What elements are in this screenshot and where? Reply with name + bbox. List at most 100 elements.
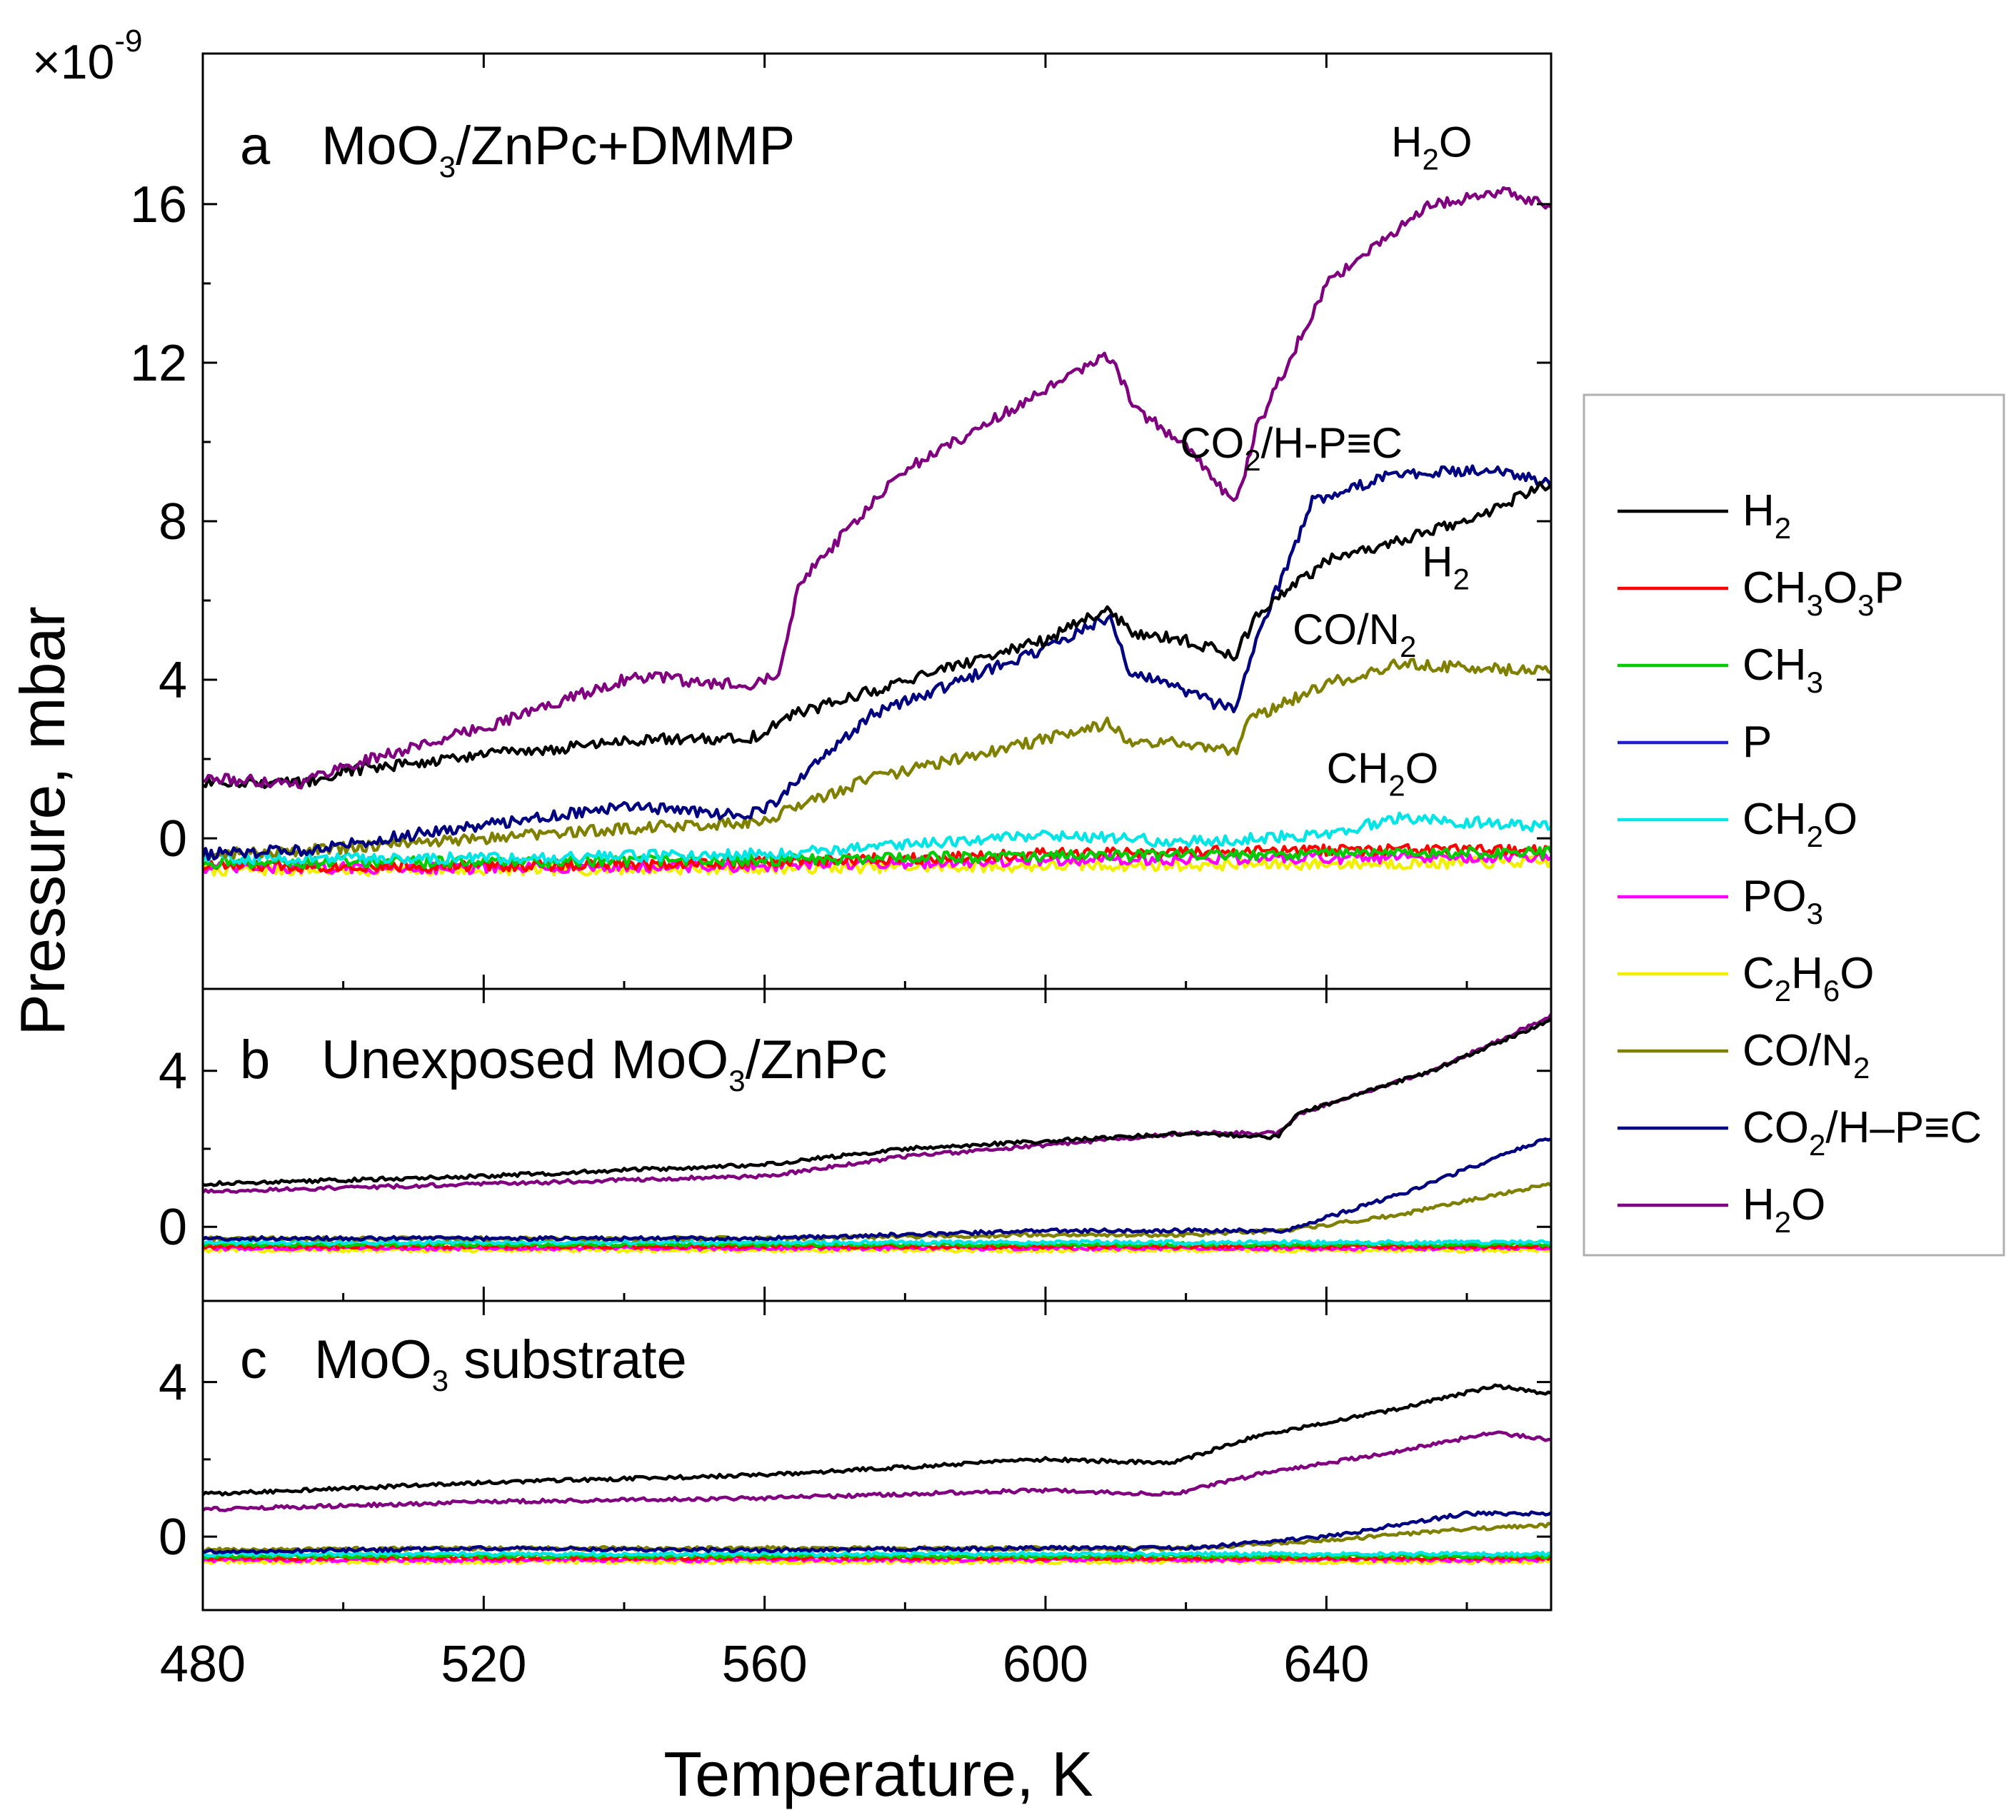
series-annotation: H2 [1422,538,1470,596]
legend-label-part: CO/N [1742,1026,1853,1075]
legend-label-part: 2 [1809,1128,1825,1162]
series-annotation-part: CO/N [1293,605,1400,653]
panel-a-series [203,186,1551,878]
legend-label-part: CO [1742,1103,1809,1152]
series-co2-h-p-c [203,1137,1551,1242]
series-ch3o3p [203,843,1551,873]
multiplier-base: ×10 [32,35,114,89]
series-annotation-part: 2 [1422,142,1438,176]
x-tick-label: 560 [722,1636,808,1693]
legend-label: H2O [1742,1180,1825,1239]
panel-b-letter: b [240,1030,270,1090]
panel-b-series [203,1013,1551,1254]
x-tick-label: 640 [1283,1636,1369,1693]
panel-a-title-part: MoO [321,116,439,176]
y-tick-label: 0 [159,1509,187,1566]
series-h2o [203,1430,1551,1512]
series-annotation-part: 2 [1388,768,1405,802]
legend-label-part: 3 [1857,588,1874,622]
series-h2 [203,481,1551,790]
legend-label-part: C [1742,949,1775,998]
series-co2-h-p-c [203,1510,1551,1555]
x-tick-label: 600 [1003,1636,1088,1693]
series-annotation: H2O [1391,118,1472,176]
series-annotation: CO2/H-P≡C [1180,419,1403,477]
legend-label-part: CH [1742,640,1807,690]
series-annotation-part: O [1439,118,1473,166]
legend-label-part: 2 [1807,820,1823,853]
series-h2o [203,186,1551,790]
panel-c-frame [201,1299,1553,1612]
series-annotation-part: H [1422,538,1453,586]
panel-a-title-part: 3 [439,150,456,183]
legend-label-part: O [1791,1180,1825,1230]
legend-label: CH2O [1742,795,1857,853]
legend-label-part: H [1742,486,1775,536]
y-tick-label: 8 [159,493,187,550]
legend-label: CH3 [1742,640,1823,699]
legend-label-part: 2 [1853,1051,1870,1085]
legend-label-part: 6 [1823,974,1840,1007]
series-annotation-part: H [1391,118,1422,166]
series-ch2o [203,1550,1551,1558]
series-annotation-part: O [1405,744,1439,792]
y-tick-label: 4 [159,1043,187,1100]
x-tick-label: 480 [160,1636,246,1693]
panel-a-title-part: /ZnPc+DMMP [456,116,795,176]
legend-label: C2H6O [1742,949,1875,1007]
series-co2-h-p-c [203,464,1551,861]
series-ch2o [203,1239,1551,1246]
series-annotation-part: CO [1180,419,1244,467]
series-h2 [203,1017,1551,1187]
series-annotation-part: /H-P≡C [1261,419,1403,467]
legend-label-part: O [1823,563,1857,613]
legend-label-part: 2 [1775,974,1791,1007]
legend-label-part: H [1742,1180,1775,1230]
panel-b: 0 4 b Unexposed MoO3/ZnPc [159,987,1553,1302]
panel-a-title: MoO3/ZnPc+DMMP [321,116,795,183]
legend-label-part: 2 [1775,1205,1791,1239]
panel-b-title-part: 3 [728,1064,745,1097]
panel-c-title-part: MoO [314,1329,432,1390]
series-annotation-part: 2 [1244,443,1260,477]
multiplier-exponent: -9 [114,24,142,59]
y-tick-label: 0 [159,1199,187,1256]
panel-c-title-part: 3 [432,1364,448,1397]
legend-label-part: CH [1742,795,1807,844]
y-tick-label: 4 [159,1354,187,1412]
legend-label-part: CH [1742,563,1807,613]
legend: H2CH3O3PCH3PCH2OPO3C2H6OCO/N2CO2/H–P≡CH2… [1583,393,2005,1257]
legend-label: H2 [1742,486,1791,545]
legend-label: P [1742,718,1772,767]
series-annotation-part: 2 [1453,563,1469,596]
legend-label-part: H [1791,949,1823,998]
legend-label-part: PO [1742,872,1807,921]
legend-label-part: 3 [1807,588,1823,622]
x-axis: 480 520 560 600 640 [160,1636,1369,1693]
panel-b-title-part: /ZnPc [746,1030,888,1090]
y-tick-label: 12 [130,335,187,392]
series-annotation-part: CH [1327,744,1389,792]
legend-label: CO2/H–P≡C [1742,1103,1982,1162]
series-ch2o [203,811,1551,865]
legend-label-part: O [1823,795,1857,844]
legend-label-part: /H–P≡C [1825,1103,1982,1152]
y-axis-title: Pressure, mbar [7,606,78,1036]
x-axis-title: Temperature, K [663,1739,1093,1809]
panel-a-letter: a [240,116,271,176]
panel-c-series [203,1383,1551,1566]
panel-b-title-part: Unexposed MoO [321,1030,728,1090]
panel-c-title-part: substrate [448,1329,687,1390]
series-h2 [203,1383,1551,1497]
y-tick-label: 0 [159,810,187,868]
legend-label: PO3 [1742,872,1823,930]
series-annotation-part: 2 [1400,630,1416,663]
series-co-n2 [203,658,1551,860]
panel-c-letter: c [240,1329,267,1390]
series-annotation: CH2O [1327,744,1439,802]
y-tick-label: 16 [130,176,187,233]
legend-box [1583,393,2005,1257]
